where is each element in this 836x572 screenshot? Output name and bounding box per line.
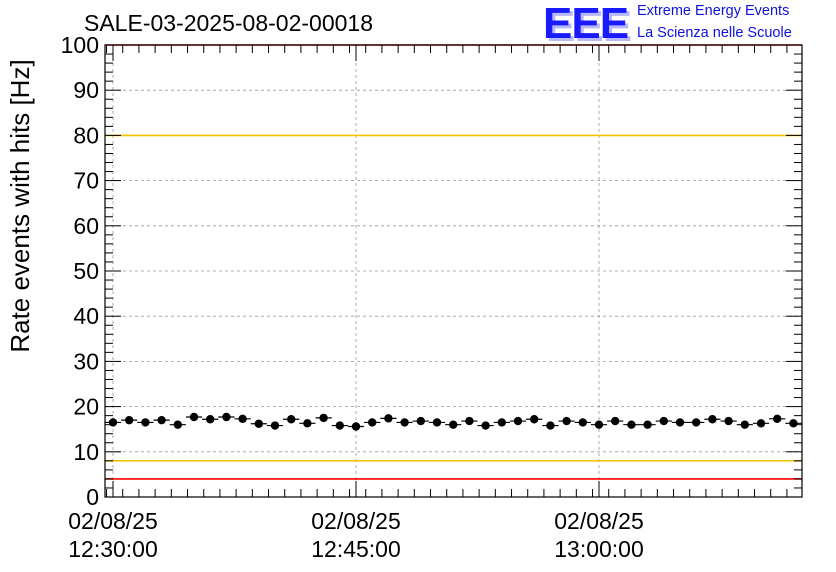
data-point	[611, 416, 620, 426]
data-point	[789, 419, 798, 428]
data-point	[740, 420, 749, 429]
data-point	[481, 421, 490, 430]
y-tick-label: 40	[73, 303, 99, 329]
reference-lines	[105, 44, 802, 480]
data-point	[384, 414, 393, 423]
data-point	[659, 416, 668, 426]
data-point	[773, 414, 782, 424]
logo-line-1: Extreme Energy Events	[637, 3, 790, 19]
data-point	[546, 421, 555, 430]
y-tick-label: 70	[73, 168, 99, 194]
data-point	[643, 420, 652, 429]
y-tick-label: 60	[73, 213, 99, 239]
logo-line-2: La Scienza nelle Scuole	[637, 25, 792, 41]
data-point	[335, 421, 344, 430]
data-point	[238, 414, 247, 424]
axis-ticks	[105, 44, 802, 498]
data-point	[351, 422, 361, 431]
data-point	[724, 416, 733, 426]
data-point	[449, 420, 458, 429]
x-tick-date-label: 02/08/25	[68, 508, 158, 534]
data-point	[400, 418, 409, 427]
data-point	[287, 415, 296, 424]
grid-lines	[105, 45, 802, 497]
data-point	[157, 415, 166, 425]
y-tick-label: 50	[73, 258, 99, 284]
x-tick-time-label: 12:30:00	[68, 536, 158, 562]
data-point	[303, 419, 312, 428]
data-point	[319, 413, 328, 423]
data-points	[104, 412, 802, 431]
y-tick-label: 0	[86, 484, 99, 510]
data-point	[189, 412, 199, 422]
data-point	[513, 416, 523, 426]
chart-title: SALE-03-2025-08-02-00018	[84, 10, 373, 36]
x-tick-date-label: 02/08/25	[311, 508, 401, 534]
data-point	[368, 418, 377, 427]
data-point	[675, 418, 685, 427]
data-point	[108, 418, 118, 427]
data-point	[125, 415, 134, 425]
data-point	[756, 419, 766, 428]
data-point	[692, 418, 701, 427]
data-point	[562, 416, 571, 426]
x-tick-time-label: 12:45:00	[311, 536, 401, 562]
data-point	[708, 415, 717, 424]
data-point	[530, 415, 539, 424]
data-point	[222, 412, 231, 422]
data-point	[206, 415, 215, 424]
data-point	[270, 421, 280, 430]
data-point	[465, 416, 474, 426]
y-axis-label: Rate events with hits [Hz]	[5, 59, 35, 352]
data-point	[627, 420, 636, 429]
data-point	[141, 418, 150, 427]
y-tick-label: 80	[73, 122, 99, 148]
y-tick-label: 100	[61, 32, 99, 58]
data-point	[594, 420, 604, 429]
data-point	[578, 418, 587, 427]
y-tick-label: 10	[73, 439, 99, 465]
data-point	[497, 418, 506, 427]
x-tick-time-label: 13:00:00	[554, 536, 644, 562]
axis-labels: 010203040506070809010002/08/2512:30:0002…	[61, 32, 644, 562]
y-tick-label: 20	[73, 394, 99, 420]
eee-logo: EEE	[543, 0, 629, 48]
data-point	[173, 420, 182, 429]
x-tick-date-label: 02/08/25	[554, 508, 644, 534]
y-tick-label: 90	[73, 77, 99, 103]
data-point	[432, 418, 442, 427]
y-tick-label: 30	[73, 348, 99, 374]
data-point	[254, 419, 263, 428]
data-point	[416, 416, 425, 426]
